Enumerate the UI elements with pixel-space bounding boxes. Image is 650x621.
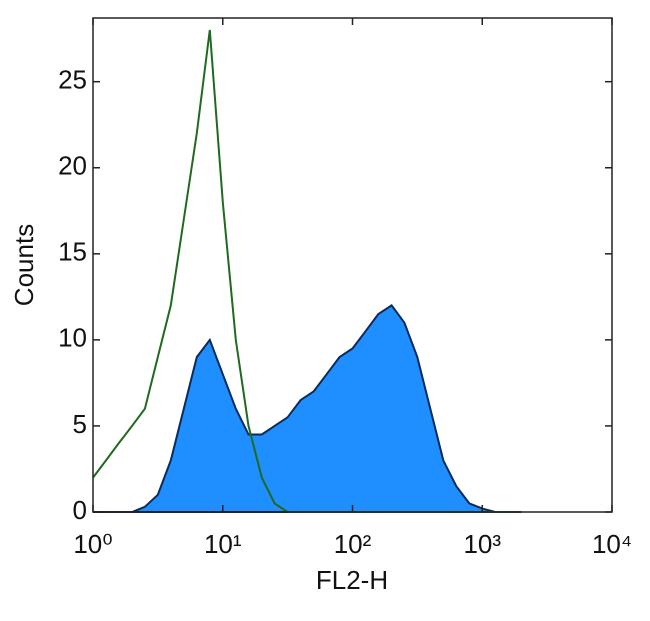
y-axis-label: Counts <box>9 224 39 306</box>
y-tick-label: 20 <box>58 151 87 181</box>
y-tick-label: 15 <box>58 237 87 267</box>
x-tick-label: 10⁰ <box>73 529 112 559</box>
y-tick-label: 0 <box>73 495 87 525</box>
x-tick-label: 10² <box>334 529 372 559</box>
x-tick-label: 10⁴ <box>592 529 632 559</box>
x-tick-label: 10³ <box>463 529 501 559</box>
x-axis-label: FL2-H <box>316 565 388 595</box>
y-tick-label: 10 <box>58 323 87 353</box>
x-tick-label: 10¹ <box>204 529 242 559</box>
y-tick-label: 5 <box>73 409 87 439</box>
y-tick-label: 25 <box>58 65 87 95</box>
histogram-area <box>93 304 522 513</box>
